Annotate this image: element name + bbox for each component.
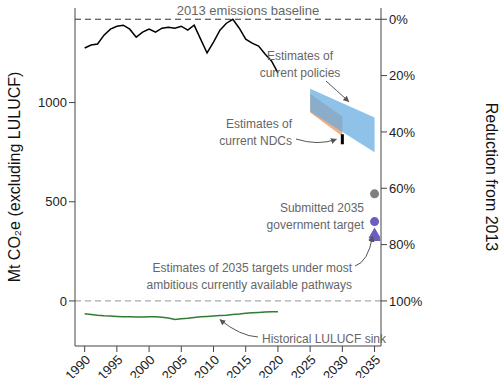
svg-text:0: 0	[60, 294, 67, 309]
svg-text:2013 emissions baseline: 2013 emissions baseline	[177, 3, 319, 18]
svg-text:Historical LULUCF sink: Historical LULUCF sink	[262, 332, 387, 346]
svg-text:current NDCs: current NDCs	[219, 134, 292, 148]
svg-text:80%: 80%	[389, 237, 415, 252]
svg-text:60%: 60%	[389, 181, 415, 196]
svg-text:Estimates of: Estimates of	[267, 49, 334, 63]
svg-text:Estimates of: Estimates of	[226, 117, 293, 131]
svg-text:Mt CO₂e (excluding LULUCF): Mt CO₂e (excluding LULUCF)	[8, 72, 23, 283]
svg-text:2030: 2030	[320, 352, 351, 378]
svg-text:Submitted 2035: Submitted 2035	[280, 201, 364, 215]
svg-text:40%: 40%	[389, 125, 415, 140]
svg-text:0%: 0%	[389, 12, 408, 27]
svg-text:ambitious currently available: ambitious currently available pathways	[147, 278, 352, 292]
svg-text:current policies: current policies	[260, 66, 341, 80]
svg-text:500: 500	[45, 194, 67, 209]
svg-text:100%: 100%	[389, 294, 423, 309]
svg-text:2035: 2035	[352, 352, 383, 378]
svg-text:Estimates of 2035 targets unde: Estimates of 2035 targets under most	[153, 261, 353, 275]
svg-text:2020: 2020	[256, 352, 287, 378]
svg-text:1995: 1995	[94, 352, 125, 378]
svg-text:Reduction from 2013: Reduction from 2013	[483, 103, 493, 252]
svg-text:2025: 2025	[288, 352, 319, 378]
svg-text:1000: 1000	[38, 95, 67, 110]
svg-text:2015: 2015	[223, 352, 254, 378]
svg-text:2010: 2010	[191, 352, 222, 378]
svg-text:2000: 2000	[127, 352, 158, 378]
svg-text:1990: 1990	[62, 352, 93, 378]
svg-text:2005: 2005	[159, 352, 190, 378]
svg-text:20%: 20%	[389, 68, 415, 83]
svg-text:government target: government target	[267, 218, 365, 232]
